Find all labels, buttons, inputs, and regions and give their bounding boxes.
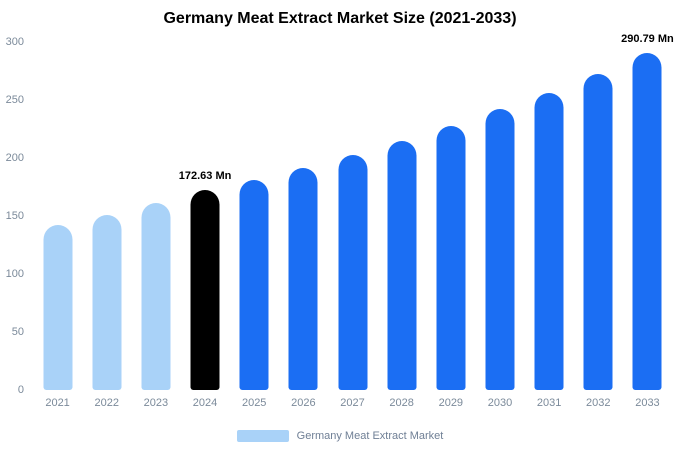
x-tick-label-2025: 2025 xyxy=(241,397,267,409)
bar-2030[interactable] xyxy=(485,109,515,390)
bar-slot-2029: 2029 xyxy=(426,42,475,409)
x-tick-label-2029: 2029 xyxy=(438,397,464,409)
y-axis: 0 50 100 150 200 250 300 xyxy=(0,36,26,396)
x-tick-label-2022: 2022 xyxy=(94,397,119,409)
x-tick-label-2023: 2023 xyxy=(143,397,169,409)
bar-slot-2027: 2027 xyxy=(328,42,377,409)
bar-2024[interactable] xyxy=(190,189,220,390)
bar-slot-2031: 2031 xyxy=(525,42,574,409)
bar-slot-2032: 2032 xyxy=(574,42,623,409)
y-tick-label: 100 xyxy=(5,268,24,280)
chart-title: Germany Meat Extract Market Size (2021-2… xyxy=(163,10,517,27)
bar-2021[interactable] xyxy=(43,225,73,390)
bar-slot-2033: 290.79 Mn 2033 xyxy=(621,33,674,409)
bar-2033[interactable] xyxy=(632,52,662,390)
bar-2031[interactable] xyxy=(534,93,564,390)
y-tick-label: 200 xyxy=(5,152,24,164)
bar-slot-2021: 2021 xyxy=(33,42,82,409)
bar-2032[interactable] xyxy=(583,74,613,390)
legend-swatch xyxy=(236,430,289,442)
y-tick-label: 50 xyxy=(11,326,24,338)
bar-2029[interactable] xyxy=(436,125,466,390)
legend[interactable]: Germany Meat Extract Market xyxy=(0,428,680,444)
x-tick-label-2021: 2021 xyxy=(45,397,70,409)
bar-2022[interactable] xyxy=(92,214,122,390)
x-tick-label-2030: 2030 xyxy=(487,397,513,409)
bar-2026[interactable] xyxy=(288,168,318,390)
bar-2023[interactable] xyxy=(141,203,171,390)
y-tick-label: 0 xyxy=(17,384,24,396)
bar-slot-2022: 2022 xyxy=(82,42,131,409)
value-label-2033: 290.79 Mn xyxy=(621,32,674,45)
x-tick-label-2031: 2031 xyxy=(536,397,562,409)
bar-slot-2030: 2030 xyxy=(475,42,524,409)
y-tick-label: 150 xyxy=(5,210,24,222)
bar-slot-2026: 2026 xyxy=(279,42,328,409)
plot-area: 2021 2022 2023 172.63 Mn 2024 2025 2026 2027 202… xyxy=(33,33,674,409)
x-tick-label-2028: 2028 xyxy=(389,397,414,409)
y-tick-label: 300 xyxy=(5,36,24,48)
x-tick-label-2032: 2032 xyxy=(586,397,611,409)
legend-label: Germany Meat Extract Market xyxy=(296,430,444,442)
x-tick-label-2026: 2026 xyxy=(291,397,316,409)
bar-slot-2024: 172.63 Mn 2024 xyxy=(178,42,232,409)
x-tick-label-2024: 2024 xyxy=(192,397,218,409)
bar-series: 2021 2022 2023 172.63 Mn 2024 2025 2026 2027 202… xyxy=(33,33,674,409)
bar-slot-2028: 2028 xyxy=(377,42,426,409)
bar-2025[interactable] xyxy=(239,180,269,390)
bar-2028[interactable] xyxy=(387,140,417,390)
value-label-2024: 172.63 Mn xyxy=(178,169,232,182)
bar-2027[interactable] xyxy=(338,154,368,390)
y-tick-label: 250 xyxy=(5,94,24,106)
x-tick-label-2033: 2033 xyxy=(635,397,660,409)
x-tick-label-2027: 2027 xyxy=(340,397,365,409)
bar-slot-2023: 2023 xyxy=(131,42,180,409)
bar-slot-2025: 2025 xyxy=(230,42,279,409)
